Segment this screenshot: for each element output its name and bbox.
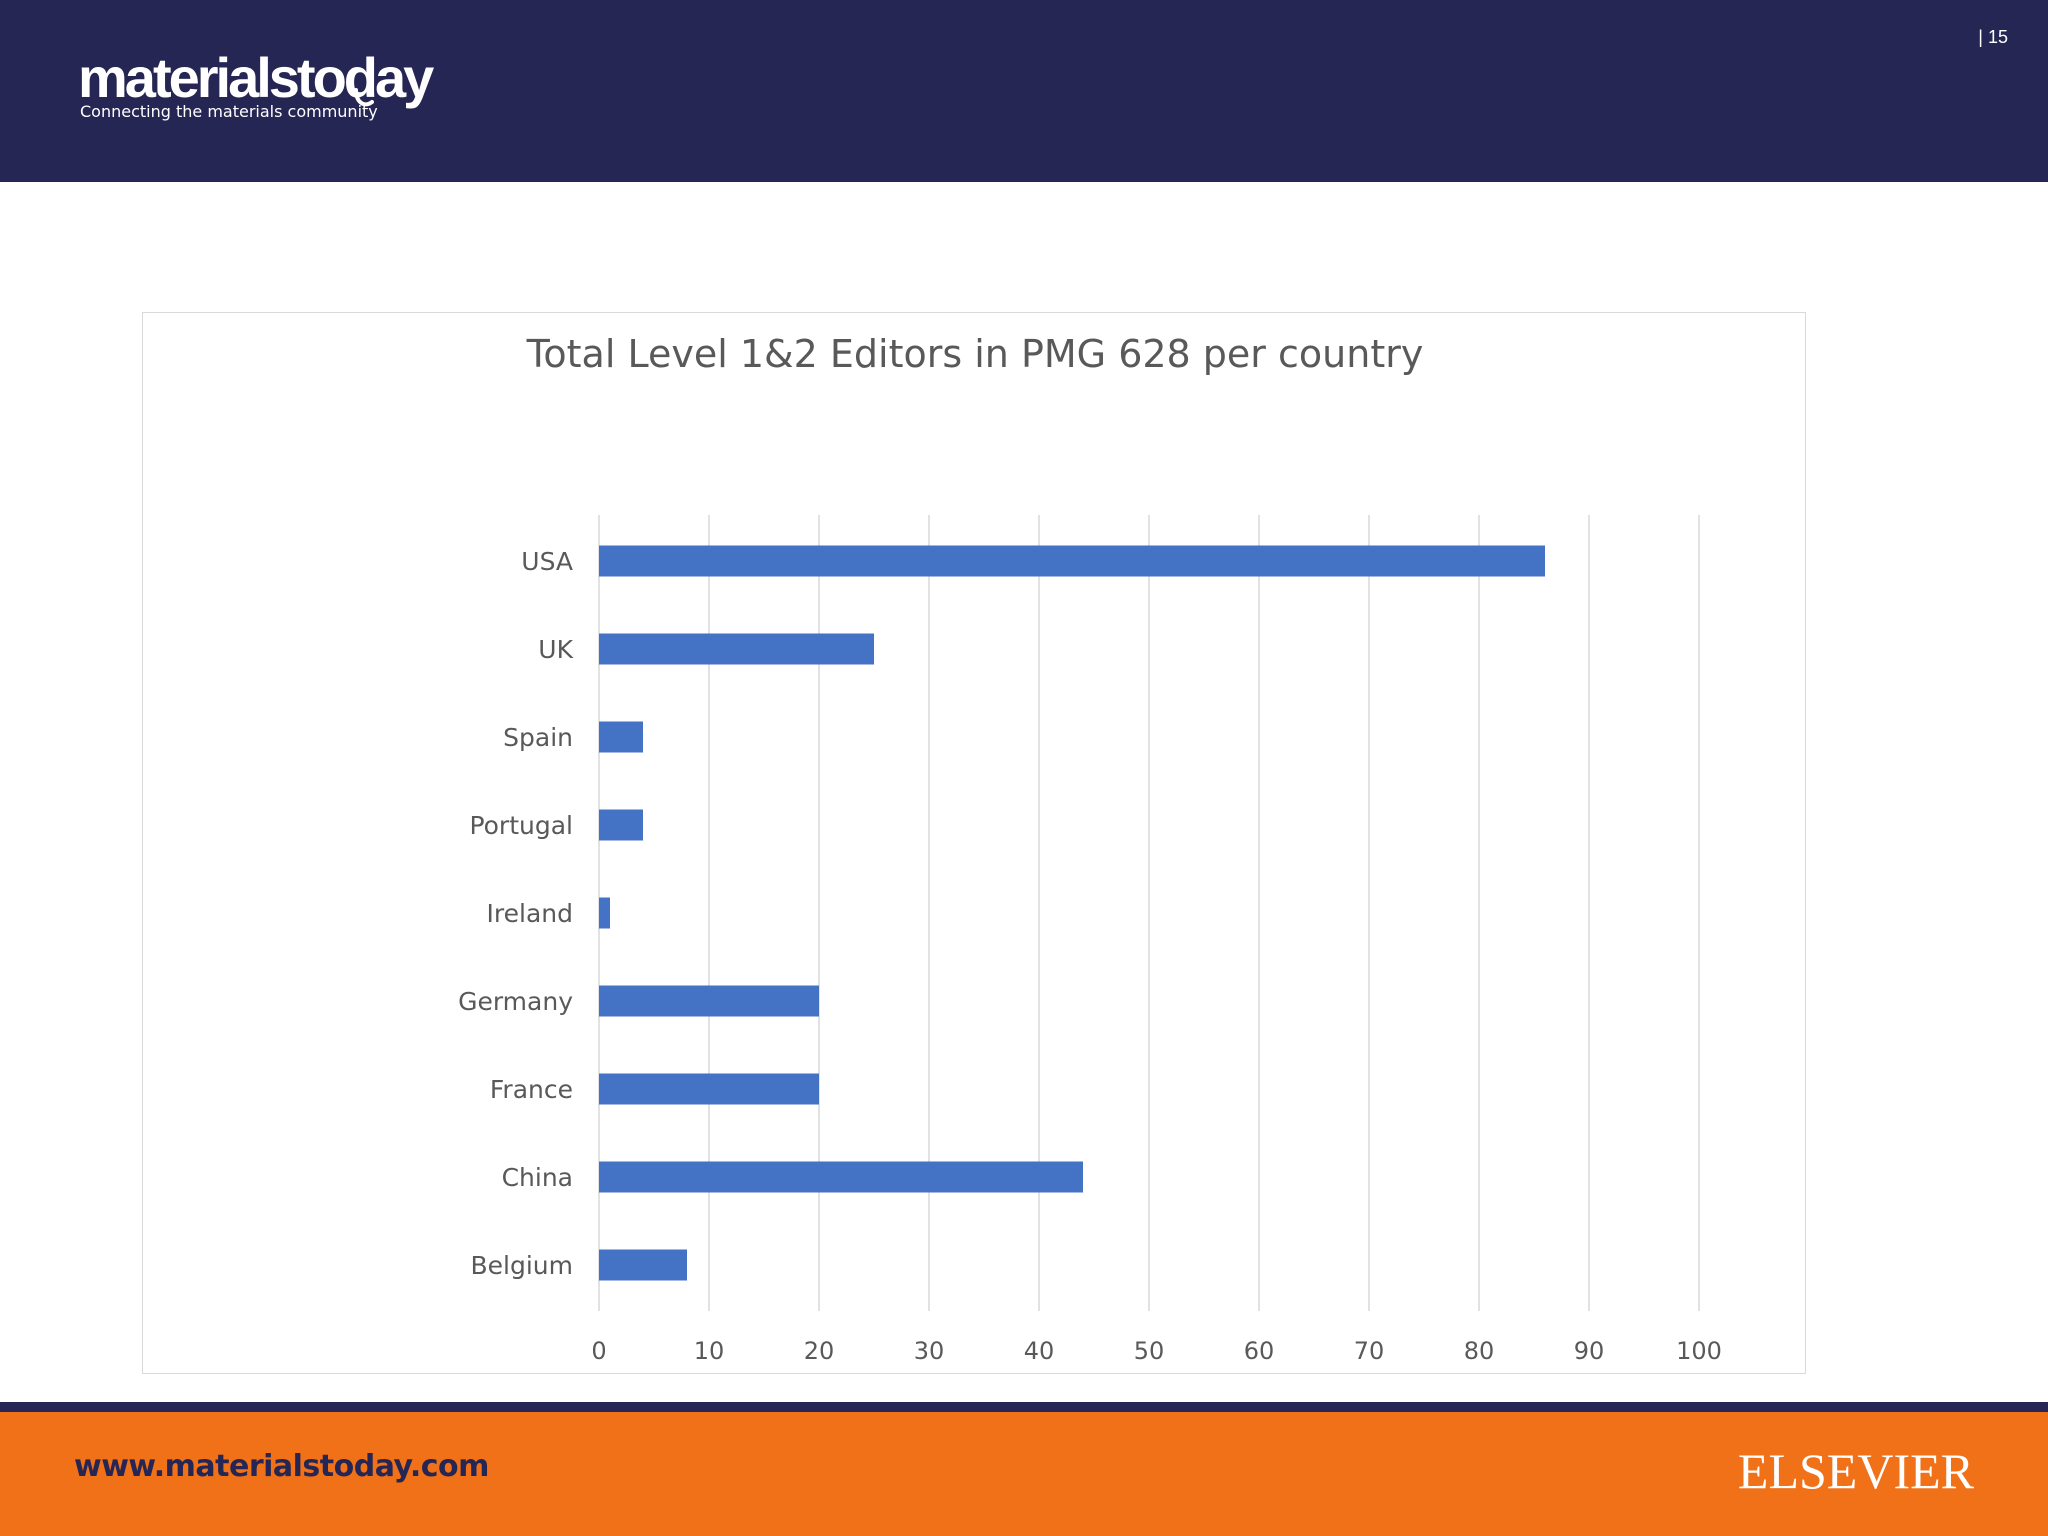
page-number: | 15 — [1978, 27, 2008, 47]
x-tick-label: 50 — [1134, 1337, 1165, 1365]
x-tick-label: 40 — [1024, 1337, 1055, 1365]
footer-divider — [0, 1402, 2048, 1412]
x-tick-label: 70 — [1354, 1337, 1385, 1365]
category-label-belgium: Belgium — [471, 1251, 574, 1280]
category-label-ireland: Ireland — [487, 899, 573, 928]
category-label-portugal: Portugal — [469, 811, 573, 840]
x-tick-label: 0 — [591, 1337, 606, 1365]
logo-curl-icon — [354, 88, 374, 107]
category-label-usa: USA — [521, 547, 573, 576]
bar-belgium — [599, 1249, 687, 1281]
category-label-china: China — [502, 1163, 573, 1192]
chart-title: Total Level 1&2 Editors in PMG 628 per c… — [526, 332, 1424, 376]
bar-uk — [599, 633, 874, 665]
bar-portugal — [599, 809, 643, 841]
bar-chart: Total Level 1&2 Editors in PMG 628 per c… — [458, 332, 1722, 1365]
x-tick-label: 60 — [1244, 1337, 1275, 1365]
bar-china — [599, 1161, 1083, 1193]
x-tick-label: 90 — [1574, 1337, 1605, 1365]
footer-bar — [0, 1412, 2048, 1536]
x-tick-label: 100 — [1676, 1337, 1722, 1365]
bar-france — [599, 1073, 819, 1105]
x-tick-label: 10 — [694, 1337, 725, 1365]
website-link[interactable]: www.materialstoday.com — [74, 1449, 489, 1484]
category-label-germany: Germany — [458, 987, 573, 1016]
logo-tagline: Connecting the materials community — [80, 102, 378, 121]
bar-spain — [599, 721, 643, 753]
materialstoday-logo[interactable]: materialstoday — [78, 46, 434, 109]
x-tick-label: 20 — [804, 1337, 835, 1365]
bar-ireland — [599, 897, 610, 929]
bar-usa — [599, 545, 1545, 577]
elsevier-logo: ELSEVIER — [1737, 1443, 1974, 1499]
category-label-uk: UK — [538, 635, 573, 664]
header-bar: materialstoday Connecting the materials … — [0, 0, 2048, 182]
category-label-spain: Spain — [503, 723, 573, 752]
chart-container: Total Level 1&2 Editors in PMG 628 per c… — [142, 312, 1806, 1374]
x-tick-label: 30 — [914, 1337, 945, 1365]
category-label-france: France — [490, 1075, 573, 1104]
x-tick-label: 80 — [1464, 1337, 1495, 1365]
bar-germany — [599, 985, 819, 1017]
